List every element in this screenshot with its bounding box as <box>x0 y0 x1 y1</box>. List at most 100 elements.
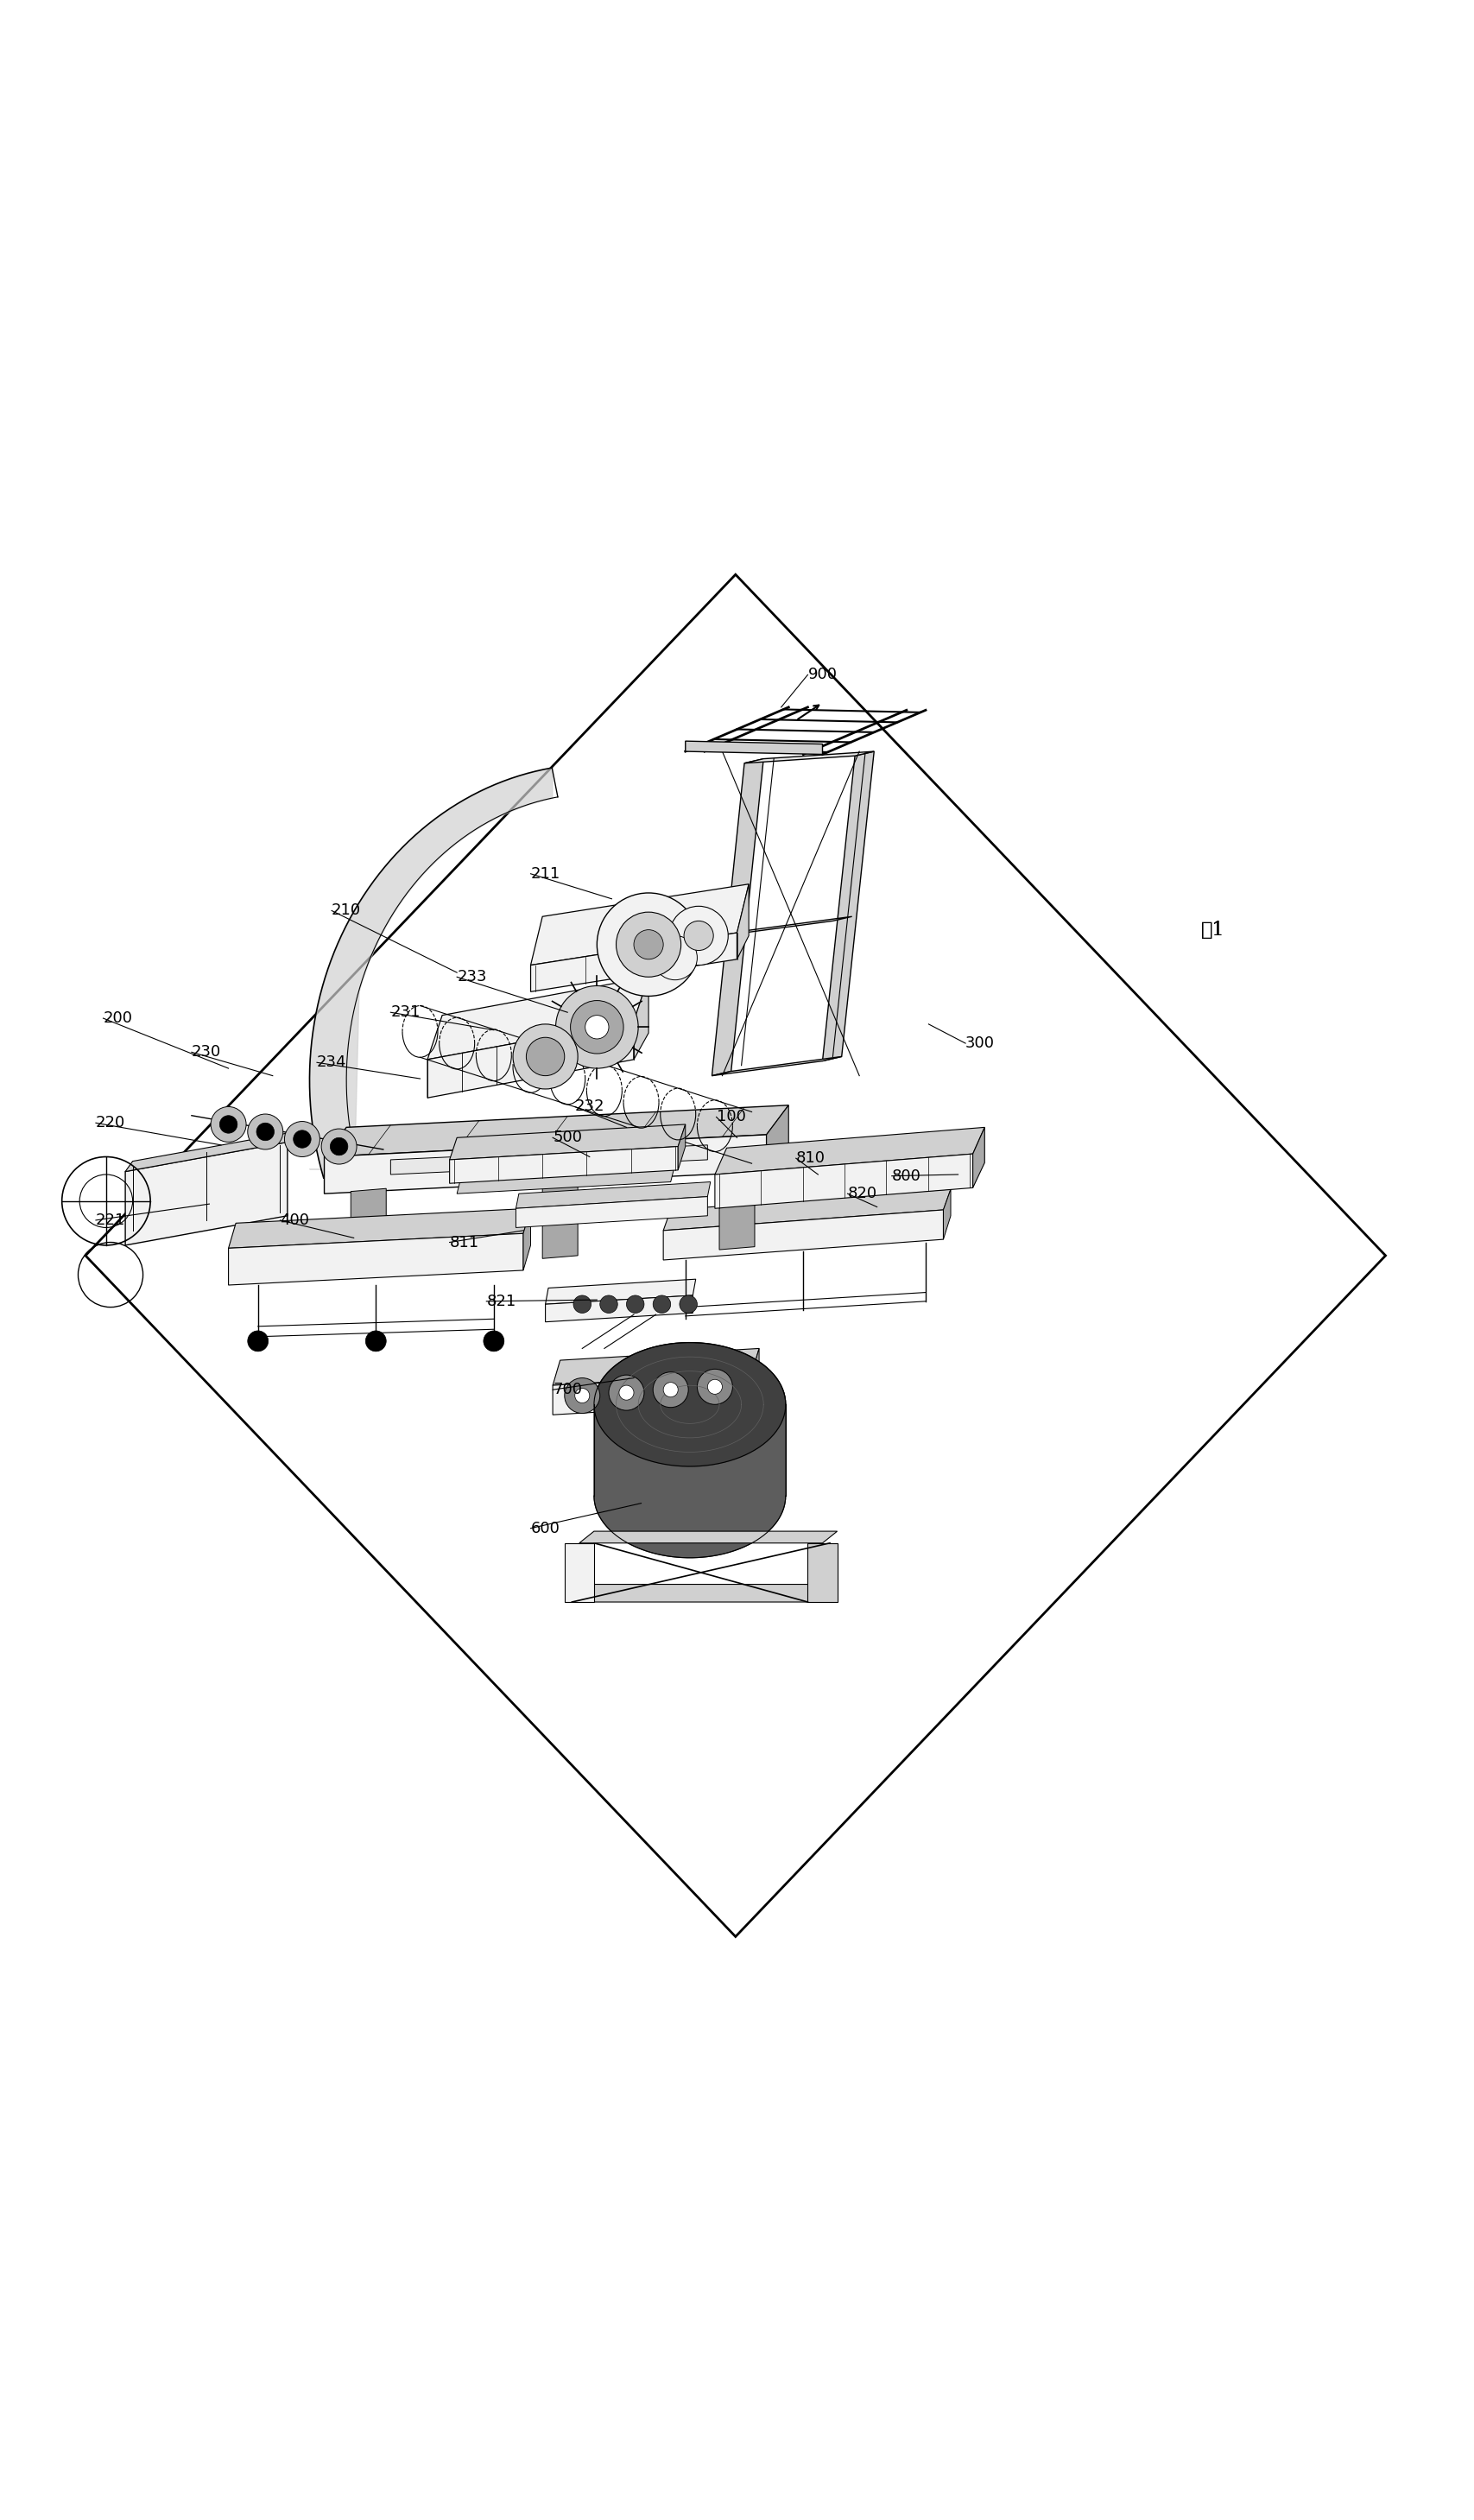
Circle shape <box>220 1116 237 1134</box>
Polygon shape <box>634 978 649 1058</box>
Polygon shape <box>531 885 749 965</box>
Circle shape <box>653 935 697 980</box>
Circle shape <box>626 1295 644 1313</box>
Circle shape <box>597 892 700 995</box>
Polygon shape <box>719 1169 755 1250</box>
Circle shape <box>483 1331 504 1351</box>
Polygon shape <box>685 741 822 753</box>
Text: 233: 233 <box>457 970 486 985</box>
Circle shape <box>330 1137 348 1154</box>
Polygon shape <box>943 1189 951 1240</box>
Polygon shape <box>715 1126 985 1174</box>
Polygon shape <box>542 1179 578 1257</box>
Text: 811: 811 <box>450 1235 479 1250</box>
Circle shape <box>293 1131 311 1149</box>
Circle shape <box>526 1038 565 1076</box>
Polygon shape <box>712 759 764 1076</box>
Circle shape <box>366 1331 386 1351</box>
Polygon shape <box>808 1542 837 1603</box>
Text: 221: 221 <box>96 1212 125 1227</box>
Polygon shape <box>523 1210 531 1270</box>
Polygon shape <box>663 1210 943 1260</box>
Text: 232: 232 <box>575 1099 604 1114</box>
Circle shape <box>248 1114 283 1149</box>
Text: 900: 900 <box>808 668 837 683</box>
Circle shape <box>248 1331 268 1351</box>
Circle shape <box>663 1383 678 1396</box>
Circle shape <box>575 1389 590 1404</box>
Text: 231: 231 <box>391 1005 420 1021</box>
Polygon shape <box>579 1532 837 1542</box>
Text: 100: 100 <box>716 1109 746 1124</box>
Circle shape <box>321 1129 357 1164</box>
Text: 300: 300 <box>965 1036 995 1051</box>
Polygon shape <box>715 1154 973 1210</box>
Circle shape <box>600 1295 618 1313</box>
Polygon shape <box>594 1343 786 1467</box>
Polygon shape <box>565 1542 594 1603</box>
Circle shape <box>708 1378 722 1394</box>
Text: 211: 211 <box>531 867 560 882</box>
Polygon shape <box>553 1348 759 1386</box>
Circle shape <box>570 1000 624 1053</box>
Circle shape <box>585 1016 609 1038</box>
Polygon shape <box>228 1210 531 1247</box>
Circle shape <box>653 1295 671 1313</box>
Text: 210: 210 <box>332 902 361 917</box>
Polygon shape <box>752 1348 759 1404</box>
Circle shape <box>211 1106 246 1142</box>
Text: 234: 234 <box>317 1056 346 1071</box>
Text: 400: 400 <box>280 1212 310 1227</box>
Circle shape <box>697 1368 733 1404</box>
Polygon shape <box>594 1343 786 1557</box>
Polygon shape <box>125 1142 287 1245</box>
Polygon shape <box>822 751 874 1061</box>
Polygon shape <box>973 1126 985 1187</box>
Circle shape <box>556 985 638 1068</box>
Polygon shape <box>391 1144 708 1174</box>
Polygon shape <box>457 1164 675 1194</box>
Polygon shape <box>450 1124 685 1159</box>
Polygon shape <box>712 1056 842 1076</box>
Circle shape <box>513 1023 578 1089</box>
Text: 820: 820 <box>848 1187 877 1202</box>
Polygon shape <box>678 1124 685 1169</box>
Polygon shape <box>531 932 737 993</box>
Circle shape <box>669 907 728 965</box>
Polygon shape <box>737 885 749 960</box>
Polygon shape <box>572 1585 830 1603</box>
Polygon shape <box>766 1106 789 1172</box>
Circle shape <box>565 1378 600 1414</box>
Polygon shape <box>125 1131 295 1172</box>
Text: 821: 821 <box>486 1293 516 1308</box>
Text: 500: 500 <box>553 1129 582 1147</box>
Polygon shape <box>324 1106 789 1157</box>
Text: 230: 230 <box>192 1043 221 1061</box>
Circle shape <box>680 1295 697 1313</box>
Polygon shape <box>450 1147 678 1184</box>
Text: 图1: 图1 <box>1201 920 1225 940</box>
Text: 图1: 图1 <box>1201 920 1225 940</box>
Polygon shape <box>351 1189 386 1268</box>
Circle shape <box>634 930 663 960</box>
Polygon shape <box>722 917 852 935</box>
Polygon shape <box>545 1280 696 1305</box>
Polygon shape <box>324 1134 766 1194</box>
Text: 800: 800 <box>892 1169 921 1184</box>
Polygon shape <box>516 1182 710 1210</box>
Polygon shape <box>427 1021 634 1099</box>
Polygon shape <box>553 1373 752 1414</box>
Circle shape <box>619 1386 634 1401</box>
Circle shape <box>256 1124 274 1142</box>
Text: 600: 600 <box>531 1520 560 1537</box>
Polygon shape <box>744 751 874 764</box>
Text: 810: 810 <box>796 1152 825 1167</box>
Text: 700: 700 <box>553 1381 582 1399</box>
Polygon shape <box>228 1232 523 1285</box>
Polygon shape <box>545 1295 693 1323</box>
Circle shape <box>573 1295 591 1313</box>
Circle shape <box>684 920 713 950</box>
Polygon shape <box>663 1189 951 1230</box>
Text: 200: 200 <box>103 1011 133 1026</box>
Polygon shape <box>516 1197 708 1227</box>
